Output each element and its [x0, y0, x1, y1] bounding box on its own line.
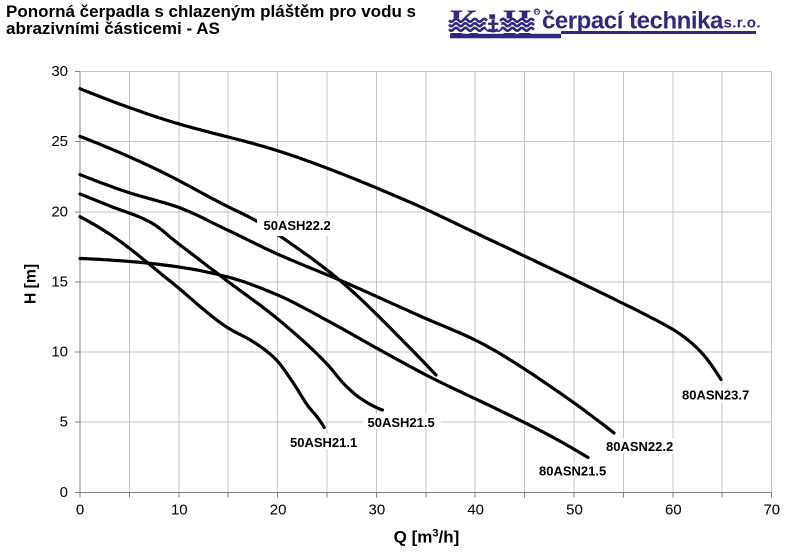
svg-text:10: 10 [51, 344, 68, 361]
svg-text:0: 0 [76, 502, 84, 519]
svg-text:80ASN23.7: 80ASN23.7 [682, 387, 749, 402]
svg-text:70: 70 [763, 502, 780, 519]
svg-text:0: 0 [60, 484, 68, 501]
svg-text:s.r.o.: s.r.o. [724, 15, 761, 32]
svg-text:Q [m3/h]: Q [m3/h] [394, 528, 460, 547]
svg-text:50ASH21.5: 50ASH21.5 [368, 415, 435, 430]
svg-text:20: 20 [270, 502, 287, 519]
svg-text:15: 15 [51, 273, 68, 290]
svg-text:čerpací technika: čerpací technika [542, 8, 724, 35]
svg-text:30: 30 [369, 502, 386, 519]
svg-text:20: 20 [51, 203, 68, 220]
svg-text:40: 40 [467, 502, 484, 519]
svg-text:H [m]: H [m] [23, 264, 40, 304]
svg-text:25: 25 [51, 133, 68, 150]
svg-text:50: 50 [566, 502, 583, 519]
svg-text:50ASH22.2: 50ASH22.2 [264, 218, 331, 233]
svg-text:10: 10 [171, 502, 188, 519]
svg-text:50ASH21.1: 50ASH21.1 [290, 435, 357, 450]
svg-text:30: 30 [51, 63, 68, 80]
svg-text:80ASN21.5: 80ASN21.5 [539, 464, 606, 479]
svg-text:5: 5 [60, 414, 68, 431]
svg-text:80ASN22.2: 80ASN22.2 [606, 439, 673, 454]
svg-text:60: 60 [665, 502, 682, 519]
svg-text:R: R [535, 9, 540, 16]
